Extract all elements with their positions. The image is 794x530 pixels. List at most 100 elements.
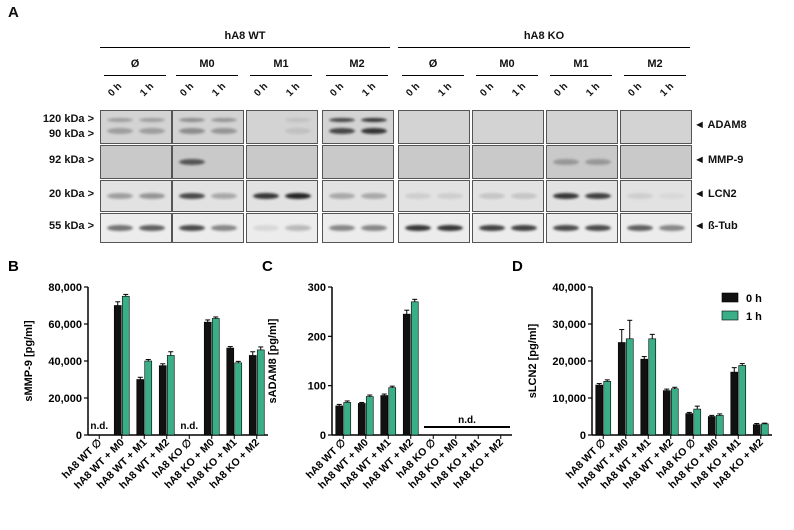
condition-underline bbox=[250, 75, 312, 76]
legend-label: 1 h bbox=[746, 311, 762, 323]
timepoint-label: 0 h bbox=[106, 81, 125, 99]
protein-label: ◄ ß-Tub bbox=[694, 220, 738, 232]
bar-0h bbox=[707, 416, 716, 436]
y-axis-label: sADAM8 [pg/ml] bbox=[267, 318, 279, 403]
protein-band bbox=[627, 225, 653, 231]
bar-0h bbox=[357, 403, 366, 436]
bar-0h bbox=[248, 355, 257, 436]
blot-panel bbox=[620, 213, 692, 243]
blot-panel bbox=[546, 213, 618, 243]
protein-band bbox=[285, 225, 311, 231]
y-tick-label: 60,000 bbox=[48, 319, 82, 331]
protein-band bbox=[405, 193, 431, 199]
condition-label: Ø bbox=[130, 58, 140, 70]
y-tick-label: 80,000 bbox=[48, 282, 82, 294]
kda-marker: 55 kDa > bbox=[49, 220, 94, 232]
bar-0h bbox=[203, 321, 212, 436]
protein-band bbox=[329, 117, 355, 122]
protein-band bbox=[107, 117, 133, 122]
bar-1h bbox=[234, 362, 243, 436]
protein-label: ◄ ADAM8 bbox=[694, 119, 747, 131]
y-tick-label: 0 bbox=[580, 430, 586, 442]
blot-panel bbox=[322, 180, 394, 212]
bar-charts: B 0 20,000 40,000 60,000 80,000 sMMP-9 [pg/ml]… bbox=[8, 258, 772, 492]
blot-panel bbox=[472, 180, 544, 212]
bar-0h bbox=[662, 390, 671, 436]
timepoint-label: 1 h bbox=[436, 81, 455, 99]
protein-band bbox=[479, 193, 505, 199]
bar-1h bbox=[760, 423, 769, 436]
blot-panel bbox=[246, 145, 318, 179]
protein-band bbox=[437, 225, 463, 231]
protein-band bbox=[285, 117, 311, 122]
blot-panel bbox=[172, 180, 244, 212]
protein-band bbox=[107, 127, 133, 134]
protein-band bbox=[627, 193, 653, 199]
blot-panel bbox=[620, 110, 692, 144]
protein-band bbox=[585, 159, 611, 165]
protein-band bbox=[405, 225, 431, 231]
panel-letter: B bbox=[8, 258, 19, 275]
condition-underline bbox=[476, 75, 538, 76]
blot-panel bbox=[322, 110, 394, 144]
protein-label: ◄ LCN2 bbox=[694, 188, 737, 200]
bar-1h bbox=[410, 301, 419, 436]
blot-panel bbox=[398, 145, 470, 179]
condition-label: M2 bbox=[647, 58, 663, 70]
protein-band bbox=[329, 225, 355, 231]
bar-1h bbox=[121, 295, 130, 436]
bar-0h bbox=[226, 347, 235, 436]
protein-band bbox=[329, 127, 355, 134]
protein-band bbox=[511, 193, 537, 199]
bar-0h bbox=[730, 371, 739, 436]
protein-band bbox=[285, 127, 311, 134]
blot-panel bbox=[322, 213, 394, 243]
nd-label: n.d. bbox=[90, 421, 108, 432]
timepoint-label: 0 h bbox=[626, 81, 645, 99]
blot-panel bbox=[100, 213, 172, 243]
timepoint-label: 0 h bbox=[478, 81, 497, 99]
timepoint-label: 1 h bbox=[360, 81, 379, 99]
y-tick-label: 40,000 bbox=[48, 356, 82, 368]
bar-1h bbox=[211, 318, 220, 436]
blot-panel bbox=[546, 145, 618, 179]
blot-panel bbox=[546, 180, 618, 212]
protein-band bbox=[139, 127, 165, 134]
y-tick-label: 300 bbox=[308, 282, 326, 294]
kda-marker: 20 kDa > bbox=[49, 188, 94, 200]
condition-label: M2 bbox=[349, 58, 365, 70]
protein-band bbox=[479, 225, 505, 231]
legend-swatch bbox=[721, 292, 739, 303]
timepoint-label: 0 h bbox=[552, 81, 571, 99]
protein-band bbox=[139, 225, 165, 231]
protein-band bbox=[553, 159, 579, 165]
blot-panel bbox=[472, 110, 544, 144]
protein-band bbox=[361, 225, 387, 231]
bar-0h bbox=[640, 358, 649, 436]
bar-0h bbox=[595, 384, 604, 436]
protein-band bbox=[553, 225, 579, 231]
blot-panel bbox=[398, 110, 470, 144]
blot-panel bbox=[172, 110, 244, 144]
panel-letter: C bbox=[262, 258, 273, 275]
y-tick-label: 0 bbox=[76, 430, 82, 442]
condition-underline bbox=[104, 75, 166, 76]
protein-band bbox=[179, 225, 205, 231]
wt-group-line bbox=[100, 47, 390, 48]
blot-panel bbox=[472, 213, 544, 243]
protein-band bbox=[179, 127, 205, 134]
y-tick-label: 0 bbox=[320, 430, 326, 442]
protein-band bbox=[107, 225, 133, 231]
timepoint-label: 1 h bbox=[138, 81, 157, 99]
panel-a-letter: A bbox=[8, 4, 19, 21]
timepoint-label: 0 h bbox=[328, 81, 347, 99]
protein-band bbox=[211, 117, 237, 122]
ko-group-label: hA8 KO bbox=[523, 30, 565, 42]
timepoint-label: 1 h bbox=[510, 81, 529, 99]
nd-label: n.d. bbox=[458, 415, 476, 426]
protein-band bbox=[285, 193, 311, 199]
condition-label: Ø bbox=[428, 58, 438, 70]
kda-marker: 90 kDa > bbox=[49, 128, 94, 140]
blot-panel bbox=[620, 180, 692, 212]
protein-band bbox=[211, 225, 237, 231]
